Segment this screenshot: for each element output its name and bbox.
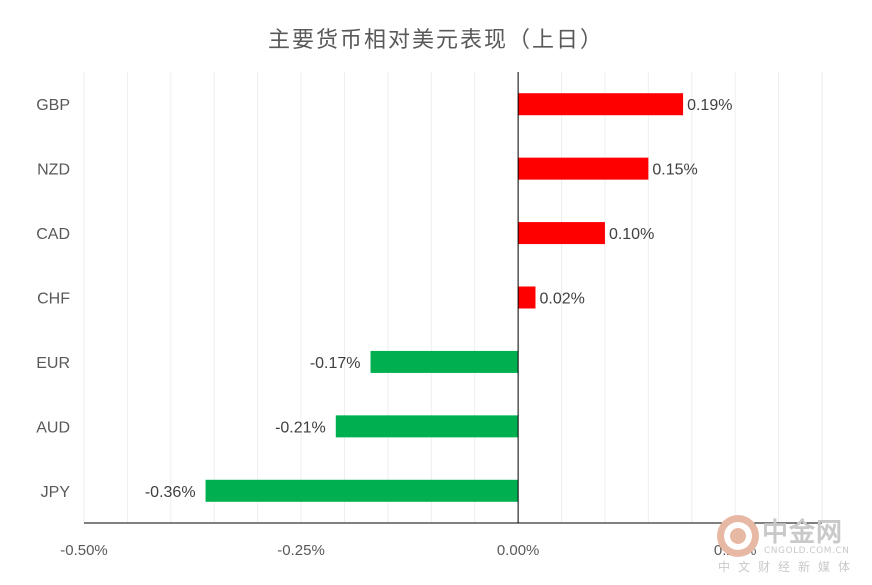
data-label: -0.21%	[275, 419, 326, 436]
bar-chf	[518, 286, 536, 309]
chart-title: 主要货币相对美元表现（上日）	[267, 28, 604, 53]
x-tick-label: -0.25%	[277, 542, 325, 559]
data-label: -0.36%	[145, 484, 196, 501]
category-label: GBP	[36, 97, 70, 114]
watermark: 中金网 CNGOLD.COM.CN 中文财经新媒体	[712, 510, 867, 578]
watermark-logo-text: 中金网	[762, 518, 844, 548]
category-label: NZD	[37, 162, 70, 179]
category-label: AUD	[36, 419, 70, 436]
data-label: 0.10%	[609, 226, 654, 243]
category-label: EUR	[36, 355, 70, 372]
bar-jpy	[205, 479, 519, 502]
category-label: JPY	[41, 484, 71, 501]
bar-cad	[518, 222, 605, 245]
bar-gbp	[518, 93, 684, 116]
data-label: -0.17%	[310, 355, 361, 372]
category-label: CHF	[37, 291, 70, 308]
bar-nzd	[518, 157, 649, 180]
bar-aud	[335, 415, 519, 438]
watermark-tagline: 中文财经新媒体	[718, 560, 859, 574]
x-tick-label: 0.00%	[497, 542, 540, 559]
data-label: 0.19%	[687, 97, 732, 114]
bar-eur	[370, 350, 519, 373]
data-label: 0.02%	[539, 291, 584, 308]
category-label: CAD	[36, 226, 70, 243]
cngold-logo-icon	[717, 515, 759, 557]
watermark-domain: CNGOLD.COM.CN	[764, 546, 850, 556]
data-label: 0.15%	[652, 162, 697, 179]
x-tick-label: -0.50%	[60, 542, 108, 559]
